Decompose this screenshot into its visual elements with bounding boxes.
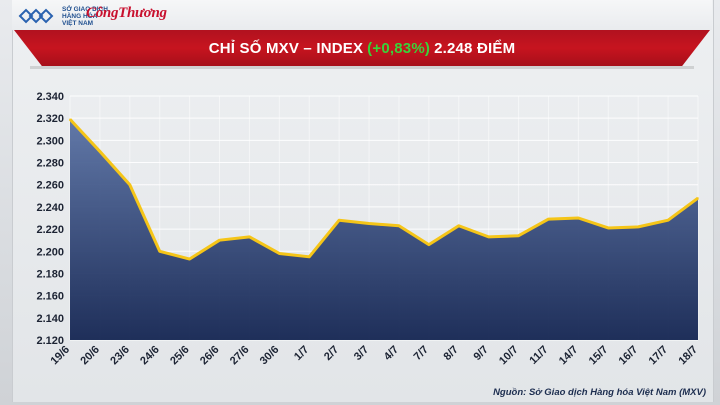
data-point — [487, 236, 490, 238]
exchange-logo-line: SỞ GIAO DỊCH — [62, 5, 108, 13]
y-tick-label: 2.300 — [36, 135, 64, 147]
x-tick-label: 20/6 — [78, 344, 102, 368]
data-point — [188, 258, 191, 260]
x-tick-label: 10/7 — [497, 344, 521, 368]
title-change: (+0,83%) — [367, 39, 431, 57]
y-tick-label: 2.280 — [36, 158, 64, 170]
y-axis-ticks: 2.120 2.140 2.160 2.180 2.200 2.220 2.240 2.260… — [36, 91, 64, 347]
x-tick-label: 26/6 — [198, 344, 222, 368]
x-tick-label: 2/7 — [322, 344, 341, 363]
publisher-logo: CôngThương — [86, 5, 167, 21]
x-tick-label: 17/7 — [647, 344, 671, 368]
data-point — [248, 236, 251, 238]
data-point — [338, 219, 340, 222]
y-tick-label: 2.320 — [36, 113, 64, 125]
x-tick-label: 9/7 — [471, 344, 490, 363]
data-point — [308, 256, 311, 258]
x-tick-label: 3/7 — [352, 344, 371, 363]
x-tick-label: 11/7 — [527, 344, 550, 367]
data-point — [218, 239, 221, 241]
data-point — [99, 150, 101, 153]
data-point — [547, 218, 550, 220]
y-tick-label: 2.120 — [36, 335, 64, 347]
chart-title: CHỈ SỐ MXV – INDEX (+0,83%) 2.248 ĐIỂM — [14, 30, 710, 66]
x-tick-label: 23/6 — [108, 344, 132, 368]
y-tick-label: 2.260 — [36, 180, 64, 192]
exchange-logo-line: VIỆT NAM — [62, 19, 94, 27]
x-tick-label: 15/7 — [587, 344, 611, 368]
title-banner-shadow — [30, 66, 694, 69]
exchange-logo: SỞ GIAO DỊCH HÀNG HÓA VIỆT NAM — [18, 4, 108, 28]
exchange-logo-line: HÀNG HÓA — [62, 12, 98, 20]
exchange-logo-text: SỞ GIAO DỊCH HÀNG HÓA VIỆT NAM — [62, 6, 108, 27]
x-tick-label: 25/6 — [168, 344, 192, 368]
x-tick-label: 8/7 — [442, 344, 461, 363]
y-tick-label: 2.340 — [36, 91, 64, 103]
x-tick-label: 27/6 — [228, 344, 252, 368]
x-tick-label: 19/6 — [48, 344, 72, 368]
data-point — [637, 226, 639, 228]
x-tick-label: 1/7 — [292, 344, 311, 363]
y-tick-label: 2.200 — [36, 246, 64, 258]
data-point — [667, 219, 669, 222]
title-banner — [14, 30, 710, 66]
x-tick-label: 14/7 — [557, 344, 581, 368]
x-tick-label: 24/6 — [138, 344, 162, 368]
x-axis-ticks: 19/6 20/6 23/6 24/6 25/6 26/6 27/6 30/6 1/7 2/7 3/… — [48, 344, 700, 368]
x-tick-label: 7/7 — [412, 344, 431, 363]
y-tick-label: 2.240 — [36, 202, 64, 214]
data-point — [517, 234, 520, 237]
title-suffix: 2.248 ĐIỂM — [434, 39, 516, 57]
x-tick-label: 4/7 — [382, 344, 401, 363]
y-tick-label: 2.160 — [36, 291, 64, 303]
x-tick-label: 16/7 — [617, 344, 641, 368]
data-point — [607, 227, 610, 229]
data-point — [278, 252, 281, 255]
data-point — [697, 197, 699, 199]
data-point — [129, 183, 131, 186]
source-note: Nguồn: Sở Giao dịch Hàng hóa Việt Nam (M… — [493, 387, 706, 398]
data-point — [398, 224, 400, 227]
area-series — [68, 118, 699, 340]
x-tick-label: 18/7 — [676, 344, 700, 368]
data-point — [158, 250, 161, 253]
x-tick-label: 30/6 — [258, 344, 282, 368]
data-point — [457, 224, 460, 227]
data-point — [69, 118, 71, 121]
data-point — [577, 217, 580, 219]
y-tick-label: 2.180 — [36, 268, 64, 280]
exchange-logo-icon — [18, 8, 54, 24]
area-fill — [70, 119, 698, 340]
y-tick-label: 2.220 — [36, 224, 64, 236]
series-line — [68, 118, 699, 261]
data-point — [428, 243, 430, 246]
title-prefix: CHỈ SỐ MXV – INDEX — [208, 39, 364, 57]
data-point — [368, 222, 370, 225]
y-tick-label: 2.140 — [36, 313, 64, 325]
header-bar — [12, 0, 712, 30]
